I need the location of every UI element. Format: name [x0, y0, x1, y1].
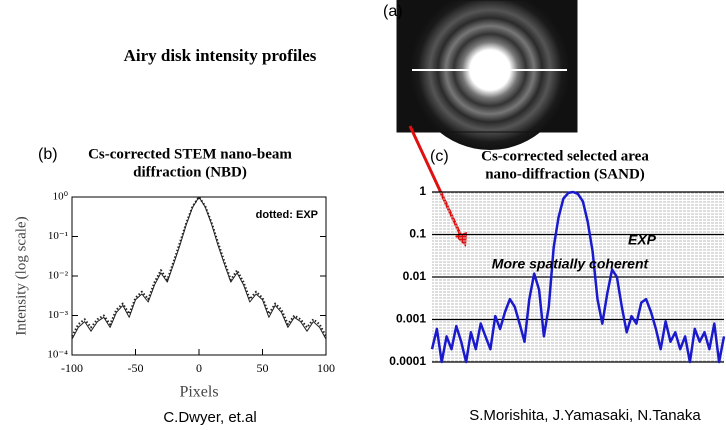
panel-label: (b)	[38, 146, 58, 163]
chart-title: Cs-corrected selected area	[481, 148, 649, 164]
panel-label: (c)	[430, 148, 449, 165]
diffraction-image	[396, 0, 578, 150]
y-tick-label: 10⁻³	[48, 309, 69, 321]
credit: S.Morishita, J.Yamasaki, N.Tanaka	[469, 407, 701, 424]
y-axis-label: Intensity (log scale)	[13, 216, 29, 335]
heading: Airy disk intensity profiles	[124, 46, 317, 65]
y-tick-label: 10⁻⁴	[47, 349, 68, 361]
data-line	[430, 190, 726, 364]
x-tick-label: -50	[128, 361, 144, 375]
panel-label: (a)	[383, 3, 403, 20]
annotation: EXP	[628, 232, 657, 248]
chart: (c) Cs-corrected selected area nano-diffra…	[389, 148, 726, 424]
credit: C.Dwyer, et.al	[163, 409, 256, 426]
data-line	[71, 196, 327, 340]
chart-title: Cs-corrected STEM nano-beam	[88, 146, 292, 162]
data-line	[71, 196, 327, 337]
y-tick-label: 0.001	[396, 312, 426, 326]
y-tick-label: 1	[419, 184, 426, 198]
y-tick-label: 0.01	[403, 269, 427, 283]
annotation: More spatially coherent	[492, 256, 650, 272]
y-tick-label: 10⁻²	[48, 270, 69, 282]
y-tick-label: 10⁰	[53, 191, 69, 203]
y-tick-label: 10⁻¹	[48, 230, 68, 242]
chart-title: diffraction (NBD)	[133, 164, 247, 180]
x-tick-label: 0	[196, 361, 202, 375]
y-tick-label: 0.0001	[389, 354, 426, 368]
x-tick-label: -100	[61, 361, 83, 375]
x-axis-label: Pixels	[179, 384, 218, 401]
chart-title: nano-diffraction (SAND)	[485, 166, 645, 182]
annotation: dotted: EXP	[256, 209, 318, 221]
x-tick-label: 50	[257, 361, 269, 375]
y-tick-label: 0.1	[409, 227, 426, 241]
chart: (b) Cs-corrected STEM nano-beam diffractio…	[13, 146, 335, 426]
x-tick-label: 100	[317, 361, 335, 375]
